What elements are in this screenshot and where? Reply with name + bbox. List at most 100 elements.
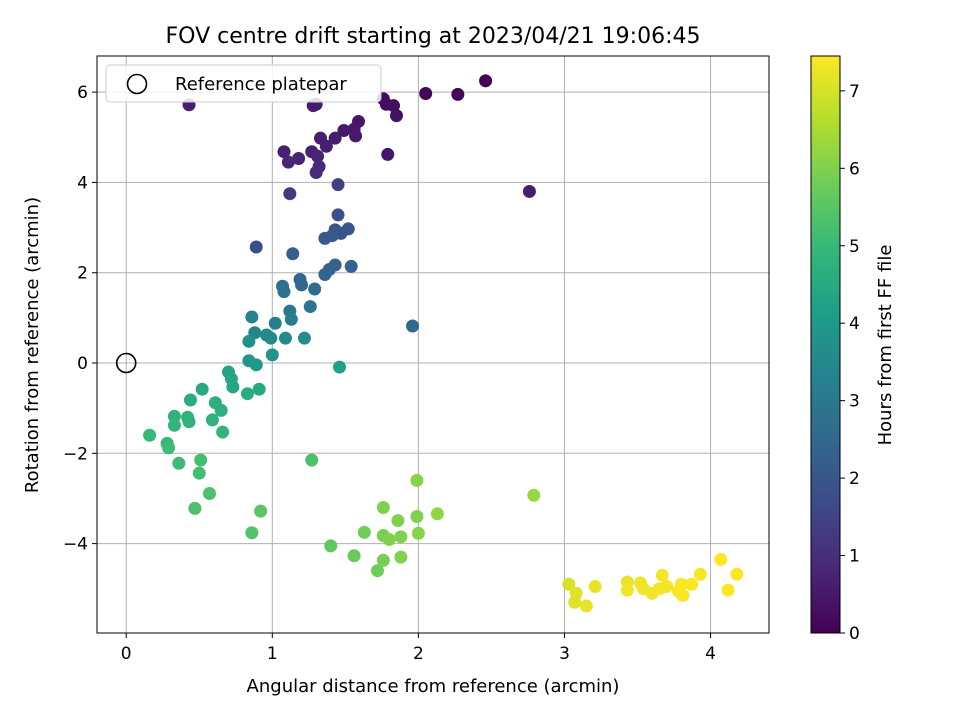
data-point	[331, 208, 345, 222]
colorbar-label: Hours from first FF file	[875, 245, 896, 446]
data-point	[676, 589, 690, 603]
data-point	[410, 473, 424, 487]
data-point	[522, 184, 536, 198]
data-point	[411, 526, 425, 540]
data-point	[183, 393, 197, 407]
data-point	[357, 525, 371, 539]
colorbar-tick-label: 4	[849, 314, 860, 334]
data-point	[214, 403, 228, 417]
data-point	[264, 331, 278, 345]
data-point	[162, 441, 176, 455]
y-axis-ticks: −4 −2 0 2 4 6	[63, 83, 97, 555]
colorbar-gradient	[810, 55, 841, 634]
colorbar-tick-label: 5	[849, 237, 860, 257]
data-point	[284, 312, 298, 326]
data-point	[292, 151, 306, 165]
data-point	[216, 425, 230, 439]
data-points	[143, 74, 744, 613]
reference-platepar-marker	[115, 352, 137, 374]
data-point	[430, 507, 444, 521]
data-point	[311, 149, 325, 163]
data-point	[245, 526, 259, 540]
data-point	[376, 553, 390, 567]
data-point	[376, 500, 390, 514]
colorbar-tick-label: 2	[849, 469, 860, 489]
data-point	[406, 319, 420, 333]
data-point	[283, 187, 297, 201]
data-point	[655, 568, 669, 582]
data-point	[370, 564, 384, 578]
data-point	[419, 86, 433, 100]
x-tick-label: 3	[559, 644, 570, 664]
data-point	[333, 360, 347, 374]
data-point	[172, 456, 186, 470]
data-point	[685, 577, 699, 591]
data-point	[730, 567, 744, 581]
data-point	[277, 145, 291, 159]
data-point	[309, 165, 323, 179]
x-axis-label: Angular distance from reference (arcmin)	[247, 676, 620, 697]
colorbar-tick-label: 0	[849, 624, 860, 644]
data-point	[562, 577, 576, 591]
data-point	[167, 409, 181, 423]
data-point	[281, 155, 295, 169]
data-point	[308, 282, 322, 296]
legend-box	[105, 64, 382, 103]
data-point	[324, 539, 338, 553]
data-point	[674, 577, 688, 591]
x-tick-label: 2	[413, 644, 424, 664]
data-point	[319, 139, 333, 153]
data-point	[268, 316, 282, 330]
colorbar-tick-label: 3	[849, 392, 860, 412]
data-point	[391, 514, 405, 528]
legend-entry-reference: Reference platepar	[175, 74, 347, 95]
data-point	[188, 501, 202, 515]
data-point	[588, 579, 602, 593]
x-axis-ticks: 0 1 2 3 4	[121, 633, 716, 664]
data-point	[265, 348, 279, 362]
y-axis-label: Rotation from reference (arcmin)	[22, 197, 43, 493]
data-point	[318, 268, 332, 282]
data-point	[249, 240, 263, 254]
data-point	[205, 413, 219, 427]
data-point	[286, 247, 300, 261]
data-point	[249, 358, 263, 372]
x-tick-label: 4	[705, 644, 716, 664]
data-point	[579, 599, 593, 613]
data-point	[389, 109, 403, 123]
y-tick-label: 2	[77, 264, 88, 284]
data-point	[721, 583, 735, 597]
data-point	[328, 131, 342, 145]
data-point	[297, 331, 311, 345]
y-tick-label: −4	[63, 535, 88, 555]
data-point	[195, 382, 209, 396]
y-tick-label: 6	[77, 83, 88, 103]
chart-title: FOV centre drift starting at 2023/04/21 …	[166, 24, 701, 49]
data-point	[410, 510, 424, 524]
legend: Reference platepar	[105, 64, 382, 103]
data-point	[394, 550, 408, 564]
data-point	[182, 415, 196, 429]
colorbar: 0 1 2 3 4 5 6 7 Hours from first FF file	[810, 55, 896, 644]
colorbar-tick-label: 7	[849, 82, 860, 102]
data-point	[325, 229, 339, 243]
data-point	[381, 147, 395, 161]
data-point	[226, 380, 240, 394]
data-point	[295, 278, 309, 292]
x-tick-label: 0	[121, 644, 132, 664]
data-point	[240, 387, 254, 401]
data-point	[303, 300, 317, 314]
data-point	[252, 382, 266, 396]
legend-marker-icon	[126, 73, 148, 95]
data-point	[394, 530, 408, 544]
y-tick-label: 0	[77, 354, 88, 374]
data-point	[344, 259, 358, 273]
data-point	[660, 579, 674, 593]
data-point	[693, 567, 707, 581]
data-point	[278, 331, 292, 345]
data-point	[192, 466, 206, 480]
colorbar-tick-label: 1	[849, 547, 860, 567]
data-point	[143, 428, 157, 442]
data-point	[349, 129, 363, 143]
data-point	[277, 285, 291, 299]
